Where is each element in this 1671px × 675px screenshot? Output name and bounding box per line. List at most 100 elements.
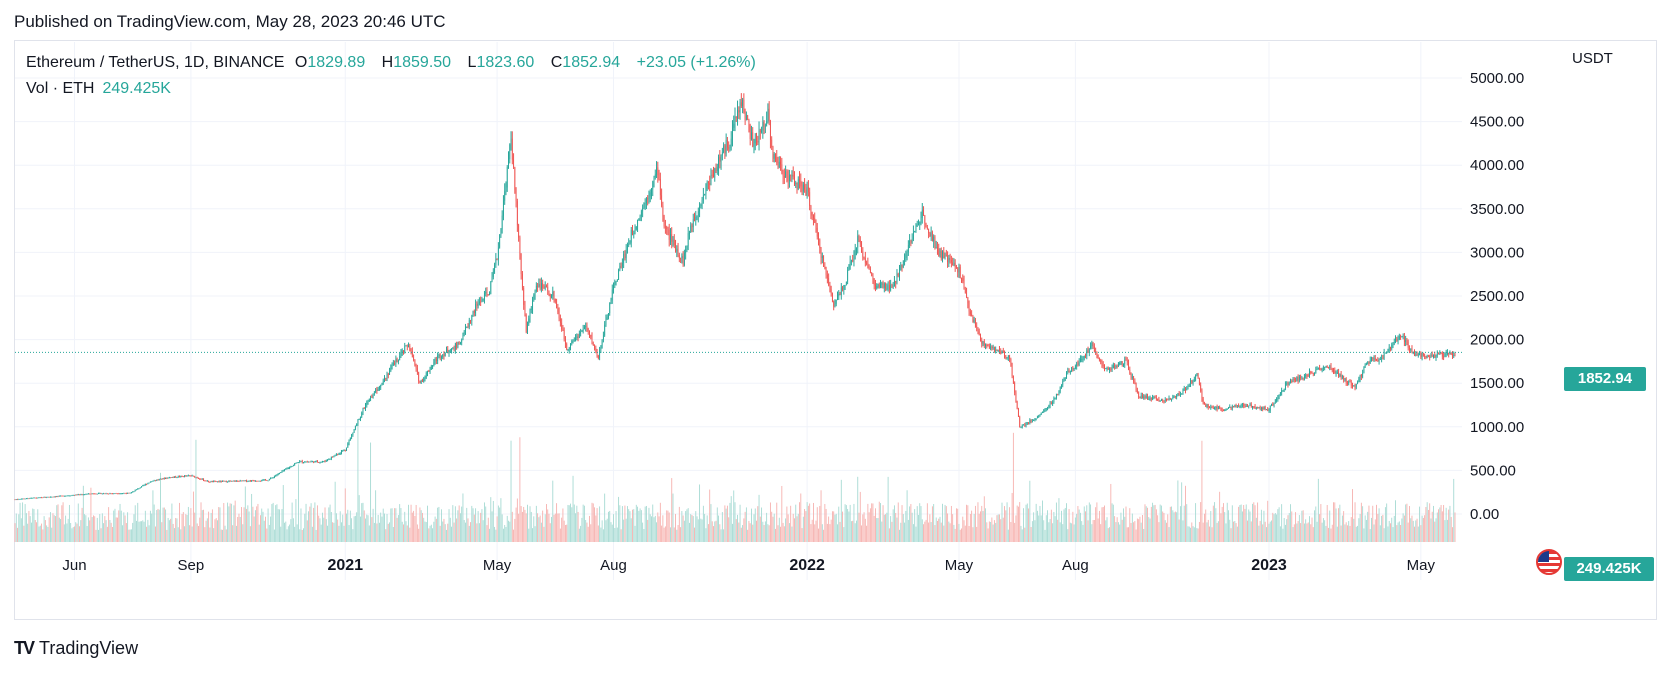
volume-bar (664, 526, 666, 542)
volume-bar (1341, 515, 1343, 542)
candle-body (211, 481, 213, 483)
volume-bar (658, 516, 660, 542)
candle-body (287, 468, 289, 470)
volume-bar (30, 522, 32, 542)
candle-body (929, 233, 931, 237)
volume-bar (1452, 527, 1453, 542)
volume-bar (1252, 503, 1253, 542)
candle-body (538, 284, 540, 287)
us-flag-icon[interactable] (1536, 549, 1562, 575)
candle-body (1166, 399, 1167, 401)
chart-frame[interactable] (14, 40, 1657, 620)
candle-body (1447, 352, 1448, 354)
candle-body (1073, 368, 1075, 370)
volume-bar (39, 525, 41, 542)
candle-body (973, 319, 975, 323)
candle-body (885, 283, 886, 289)
volume-bar (1330, 528, 1332, 542)
volume-bar (959, 529, 961, 542)
candle-body (1377, 360, 1379, 362)
candle-body (558, 311, 560, 319)
volume-bar (656, 522, 657, 542)
candle-body (1349, 381, 1351, 383)
volume-bar (1333, 502, 1334, 542)
volume-bar (1112, 504, 1114, 542)
candle-body (1253, 406, 1255, 408)
volume-bar (1106, 517, 1108, 542)
symbol-title[interactable]: Ethereum / TetherUS, 1D, BINANCE (26, 54, 285, 71)
volume-bar (829, 524, 831, 542)
candle-body (735, 117, 737, 119)
volume-bar (171, 503, 173, 542)
candle-body (694, 219, 695, 221)
volume-bar (377, 514, 379, 542)
volume-bar (634, 525, 636, 542)
candle-body (975, 319, 976, 326)
volume-bar (235, 525, 237, 542)
volume-bar (1012, 432, 1014, 542)
volume-bar (530, 511, 532, 542)
volume-bar (1002, 517, 1004, 542)
candle-body (62, 495, 64, 497)
volume-bar (1096, 502, 1098, 542)
candle-body (1128, 362, 1129, 370)
candle-body (57, 496, 59, 498)
volume-bar (969, 513, 971, 542)
candle-body (724, 145, 726, 154)
volume-bar (1319, 514, 1321, 542)
volume-bar (363, 510, 365, 542)
volume-bar (385, 529, 387, 542)
volume-bar (1054, 516, 1056, 542)
candle-body (783, 175, 785, 178)
candle-body (1236, 405, 1238, 407)
volume-bar (422, 512, 423, 542)
candle-body (1111, 367, 1113, 369)
volume-bar (904, 522, 906, 542)
volume-bar (296, 524, 298, 542)
volume-bar (901, 505, 903, 542)
candle-body (702, 195, 704, 201)
candle-body (267, 480, 269, 482)
volume-bar (344, 488, 346, 542)
volume-bar (1300, 523, 1302, 542)
candle-body (389, 370, 390, 375)
volume-bar (339, 511, 341, 542)
volume-value: 249.425K (102, 80, 171, 97)
candle-body (1219, 406, 1221, 408)
candle-body (1062, 381, 1064, 386)
volume-bar (120, 510, 122, 542)
candle-body (587, 328, 589, 331)
candle-body (324, 461, 326, 463)
candle-body (513, 159, 514, 168)
candle-body (665, 226, 666, 228)
volume-bar (175, 517, 177, 542)
volume-bar (1191, 522, 1193, 542)
volume-bar (1322, 518, 1324, 542)
volume-bar (335, 513, 337, 542)
volume-bar (1079, 512, 1081, 542)
candle-body (516, 201, 518, 226)
volume-bar (529, 506, 531, 542)
volume-bar (127, 512, 129, 542)
candle-body (258, 480, 260, 482)
candle-body (301, 461, 303, 463)
candle-body (1011, 363, 1013, 376)
candle-body (1047, 407, 1048, 409)
x-tick-label: Aug (1062, 557, 1089, 574)
volume-bar (1217, 521, 1219, 542)
candle-body (24, 498, 26, 500)
volume-bar (1325, 525, 1327, 542)
currency-label[interactable]: USDT (1572, 50, 1613, 67)
volume-bar (1028, 508, 1030, 542)
tradingview-logo[interactable]: TV TradingView (14, 638, 138, 659)
volume-bar (525, 513, 527, 542)
candle-body (396, 359, 398, 362)
volume-bar (914, 509, 916, 542)
volume-bar (125, 523, 127, 542)
volume-bar (539, 515, 541, 542)
candle-body (376, 389, 378, 391)
candle-body (685, 249, 687, 254)
candle-body (535, 285, 537, 292)
candle-body (1159, 400, 1161, 402)
